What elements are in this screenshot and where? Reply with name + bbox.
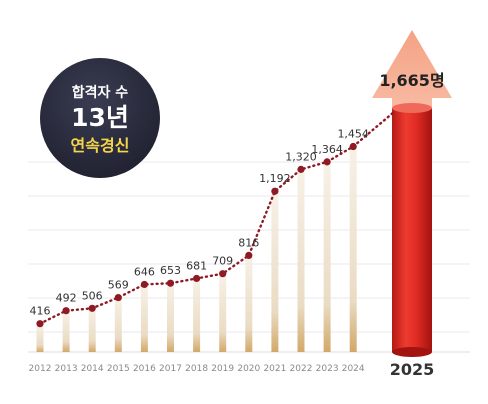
x-tick-2020: 2020	[237, 364, 260, 374]
point-2021	[271, 187, 279, 195]
badge-circle	[40, 58, 160, 178]
value-label-2025: 1,665명	[379, 71, 444, 90]
bar-top-2025	[392, 103, 432, 113]
point-2014	[88, 304, 96, 312]
x-tick-2012: 2012	[29, 364, 52, 374]
bar-2021	[271, 191, 279, 352]
x-tick-2021: 2021	[263, 364, 286, 374]
x-tick-2024: 2024	[342, 364, 365, 374]
value-label-2016: 646	[134, 265, 155, 278]
bar-2024	[349, 146, 357, 352]
x-tick-2018: 2018	[185, 364, 208, 374]
bar-2025	[392, 103, 432, 357]
point-2016	[140, 280, 148, 289]
bar-2012	[36, 323, 44, 352]
point-2013	[62, 307, 70, 315]
point-2022	[297, 165, 305, 173]
x-tick-2019: 2019	[211, 364, 234, 374]
bar-2020	[245, 255, 253, 352]
bar-2019	[219, 273, 227, 352]
bar-2013	[62, 310, 70, 352]
value-label-2022: 1,320	[285, 150, 317, 163]
value-label-2015: 569	[108, 279, 129, 292]
bar-2017	[167, 283, 174, 352]
value-label-2020: 816	[238, 236, 259, 249]
value-label-2012: 416	[30, 305, 51, 318]
point-2020	[245, 251, 253, 260]
value-label-2013: 492	[56, 292, 77, 305]
x-tick-2025: 2025	[390, 360, 435, 379]
point-2012	[36, 320, 44, 328]
x-tick-2022: 2022	[290, 364, 313, 374]
point-2017	[166, 279, 175, 287]
bar-2015	[114, 297, 122, 352]
value-label-2018: 681	[186, 259, 207, 272]
value-label-2019: 709	[212, 255, 233, 268]
x-tick-2017: 2017	[159, 364, 182, 374]
value-label-2023: 1,364	[311, 143, 343, 156]
point-2015	[114, 293, 122, 302]
x-tick-2015: 2015	[107, 364, 130, 374]
bar-2023	[323, 161, 331, 352]
bar-2016	[140, 284, 148, 352]
bar-2018	[193, 278, 201, 352]
point-2024	[349, 142, 357, 151]
record-badge: 합격자 수 13년 연속경신	[40, 58, 160, 178]
point-2019	[219, 270, 227, 278]
bar-bottom-2025	[392, 347, 432, 357]
value-label-2024: 1,454	[337, 128, 369, 141]
badge-line2: 13년	[71, 103, 129, 132]
point-2018	[193, 274, 201, 283]
value-label-2017: 653	[160, 264, 181, 277]
badge-line1: 합격자 수	[72, 84, 129, 101]
bar-2014	[88, 308, 96, 352]
x-tick-2023: 2023	[316, 364, 339, 374]
badge-line3: 연속경신	[71, 136, 130, 155]
bar-2022	[297, 169, 305, 352]
value-label-2021: 1,192	[259, 172, 291, 185]
x-tick-2013: 2013	[55, 364, 78, 374]
x-tick-2016: 2016	[133, 364, 156, 374]
trend-line	[38, 110, 396, 325]
x-tick-2014: 2014	[81, 364, 104, 374]
bar-body-2025	[392, 108, 432, 352]
point-2023	[323, 158, 331, 166]
value-label-2014: 506	[82, 289, 103, 302]
